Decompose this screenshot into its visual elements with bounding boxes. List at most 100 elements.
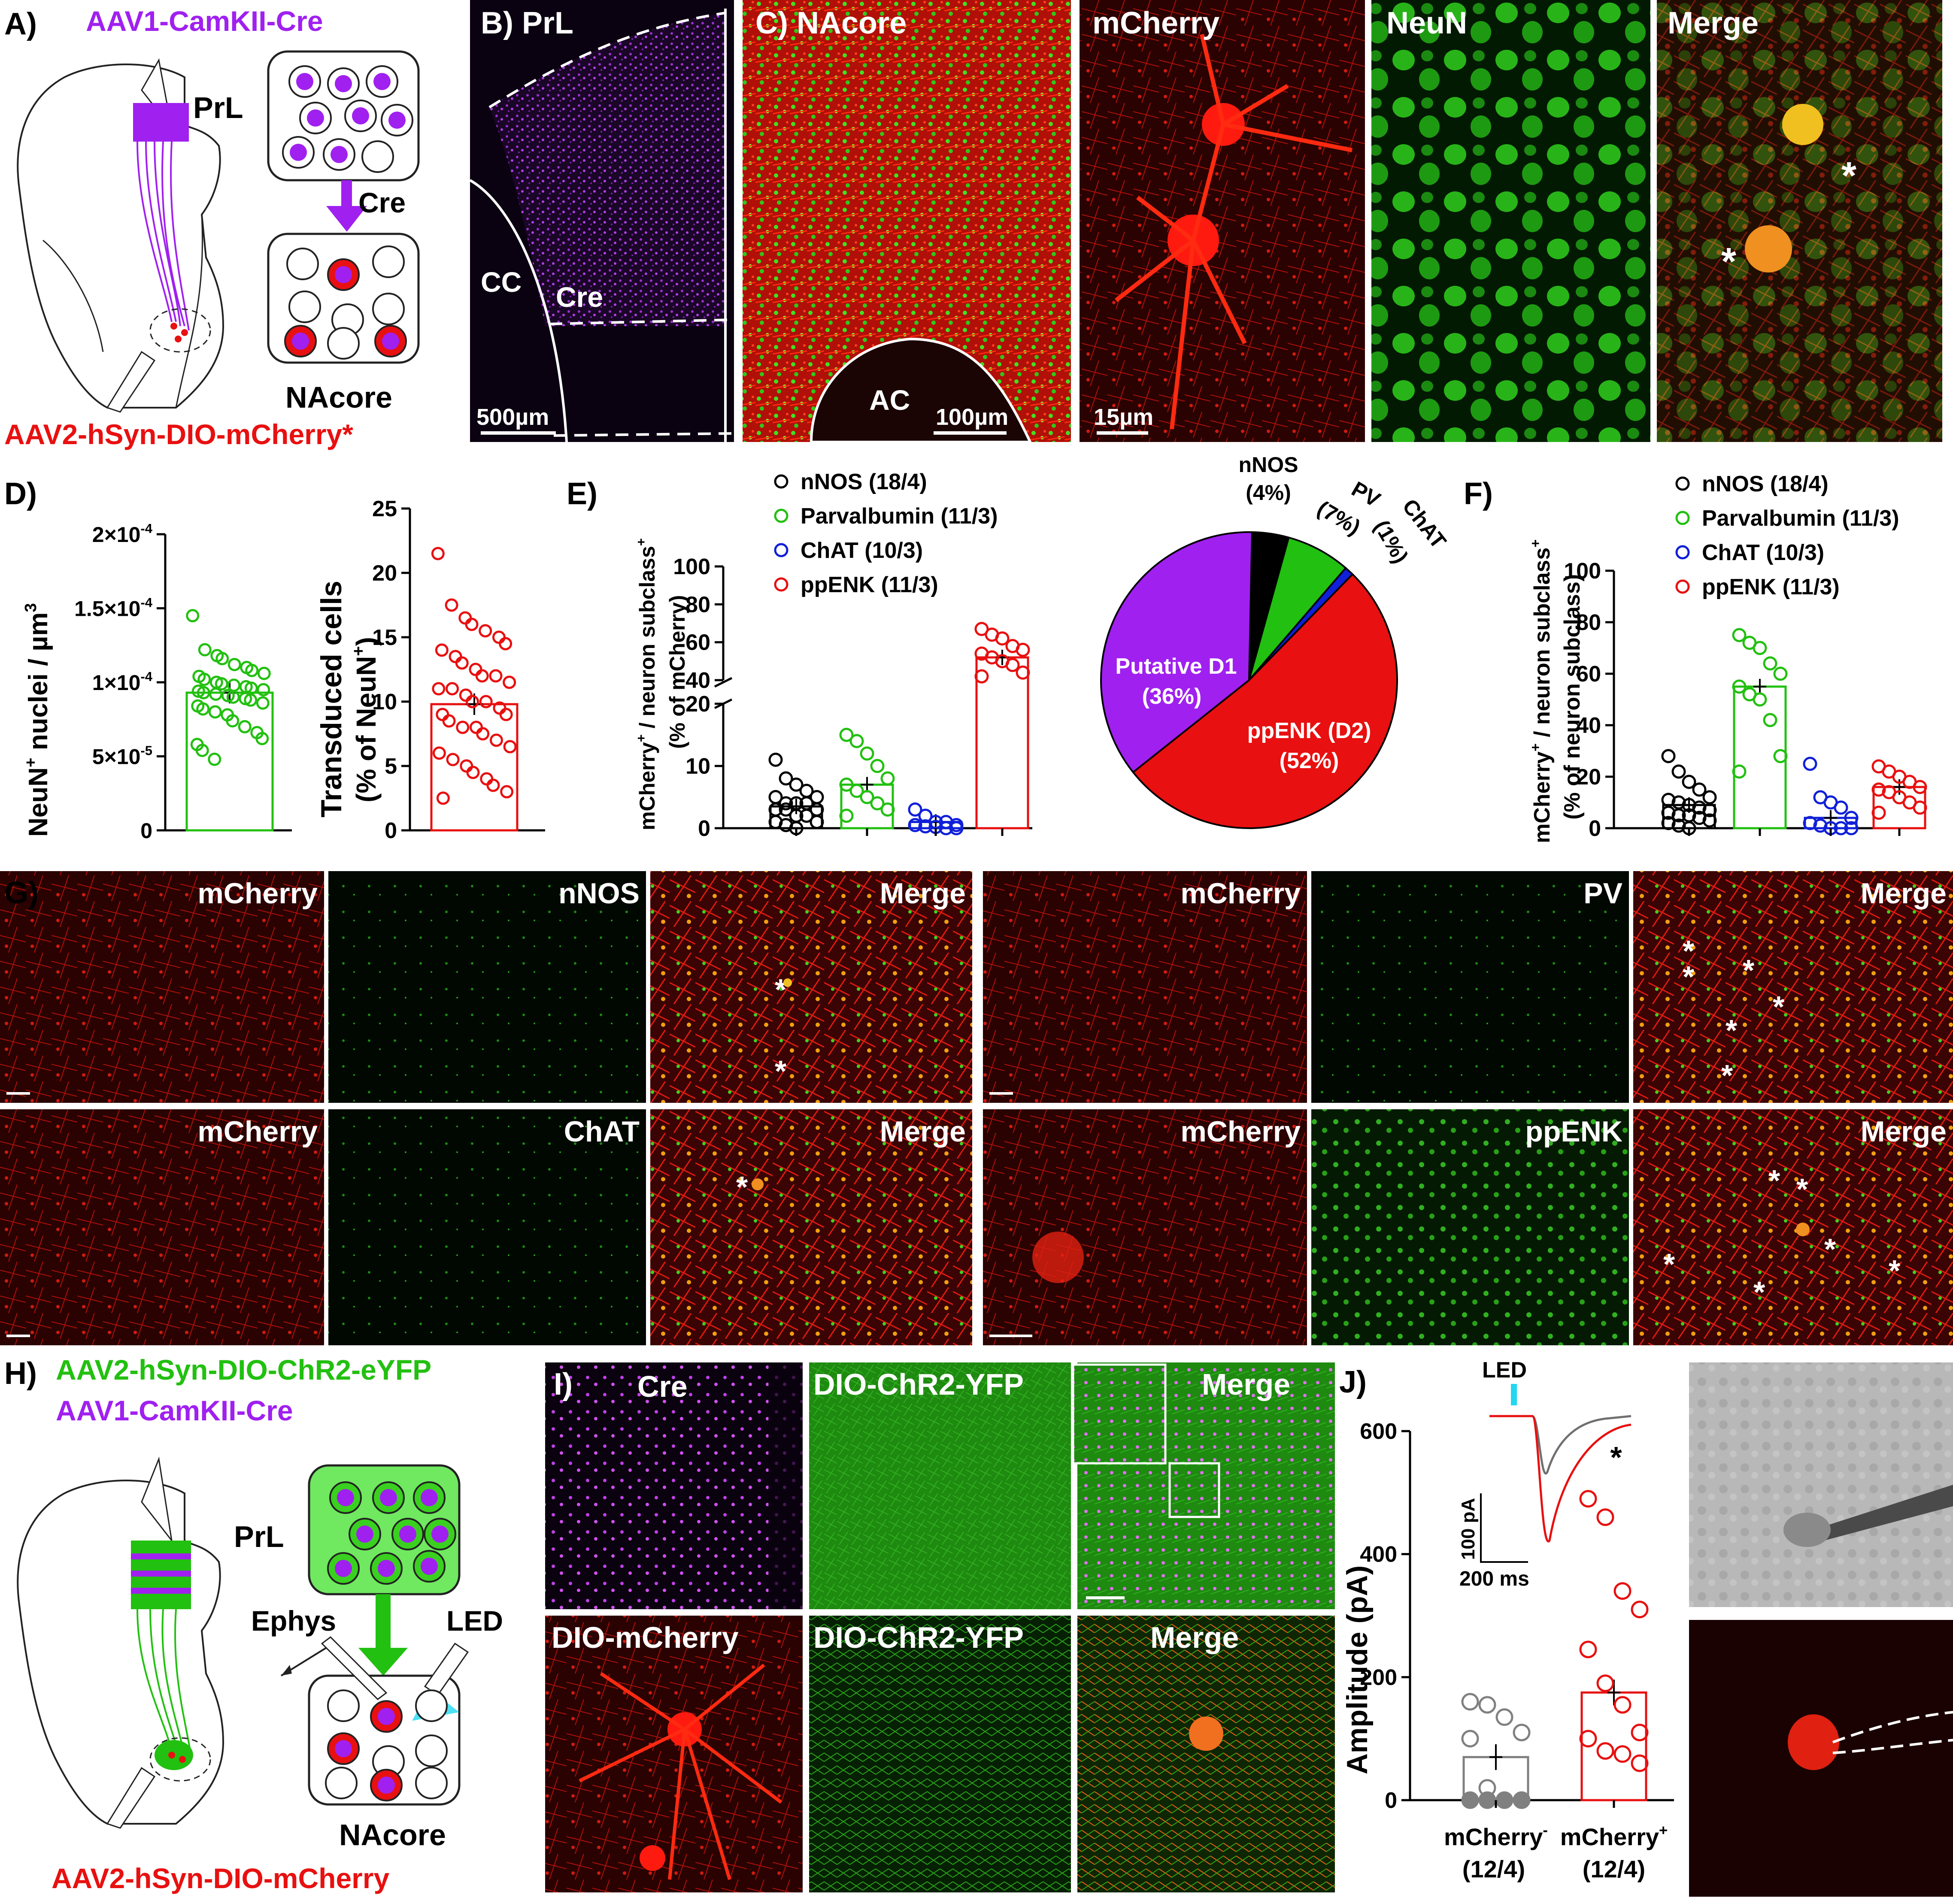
data-point	[810, 815, 824, 829]
injection-needle-bottom-a	[106, 351, 156, 413]
data-point	[799, 808, 814, 823]
dic-image	[1689, 1362, 1953, 1607]
legend-f: nNOS (18/4) Parvalbumin (11/3) ChAT (10/3)…	[1675, 472, 1899, 599]
y-tick-label: 0	[698, 816, 710, 841]
scale-label-c: 100µm	[936, 404, 1008, 430]
y-tick-label: 0	[1589, 816, 1601, 841]
data-point	[226, 714, 240, 728]
neun-label: NeuN	[1386, 6, 1467, 40]
g-micrograph	[983, 871, 1307, 1103]
y-tick-label-part: -5	[140, 743, 152, 758]
data-point	[779, 771, 793, 786]
g-micrograph-label: mCherry	[1180, 1115, 1301, 1148]
cell-dot	[170, 323, 177, 330]
g-micrograph	[1633, 871, 1953, 1103]
g-scale-bar	[989, 1335, 1032, 1337]
panel-f-letter: F)	[1464, 477, 1493, 511]
data-point	[446, 753, 460, 766]
data-point	[1834, 821, 1848, 835]
data-point	[465, 618, 479, 631]
cell-body	[415, 1734, 448, 1767]
led-label-j: LED	[1482, 1358, 1527, 1383]
data-point	[949, 821, 964, 835]
data-point	[432, 682, 446, 696]
asterisk: *	[1773, 990, 1785, 1023]
g-micrograph	[983, 1109, 1307, 1345]
g-micrograph-label: mCherry	[1180, 877, 1301, 910]
y-axis-label-part: mCherry	[1530, 751, 1555, 843]
stripe	[131, 1571, 191, 1577]
cell-nucleus	[382, 333, 399, 350]
data-point	[503, 740, 517, 754]
cell-body	[286, 248, 319, 280]
mcherry-label: mCherry	[1092, 6, 1219, 40]
panel-a-letter: A)	[4, 7, 37, 41]
g-micrograph	[1633, 1109, 1953, 1345]
y-tick-label: 20	[372, 561, 397, 586]
data-point	[499, 708, 513, 721]
panel-a-prl-label: PrL	[193, 91, 243, 124]
data-point	[1763, 713, 1777, 727]
y-axis-label-part: / neuron subclass	[635, 546, 659, 734]
projection-fibers-h	[136, 1609, 192, 1756]
merge-inset	[1072, 1363, 1167, 1465]
trace-mcherry-neg	[1489, 1415, 1632, 1475]
recording-pipette	[321, 1636, 388, 1700]
data-point	[466, 695, 479, 708]
data-point	[995, 631, 1010, 646]
legend-label: ppENK (11/3)	[801, 572, 938, 597]
y-axis-label-part: +	[1528, 539, 1543, 548]
chart-d-right: 0 5 10 15 20 25 Transduced cells (% of NeuN+)	[315, 496, 545, 843]
data-point	[779, 802, 793, 817]
asterisk: *	[1683, 960, 1695, 993]
g-micrograph-label: ppENK	[1525, 1115, 1622, 1148]
data-point	[1913, 780, 1927, 794]
cre-micrograph-edge	[768, 1362, 803, 1609]
g-micrograph-label: Merge	[1861, 877, 1947, 910]
cell-nucleus	[380, 1489, 397, 1506]
cre-arrow-label: Cre	[358, 187, 406, 218]
data-point	[1702, 813, 1717, 828]
data-point	[455, 656, 469, 670]
y-tick-label: 100	[673, 554, 710, 579]
cell-nucleus	[378, 1708, 395, 1725]
merge-inset-region	[1168, 1462, 1220, 1518]
cell-dot	[168, 1752, 175, 1759]
asterisk: *	[775, 973, 787, 1006]
panel-a: A) AAV1-CamKII-Cre PrL Cre NAcore AAV2-h…	[4, 5, 420, 450]
ppenk-cluster	[1032, 1232, 1084, 1283]
y-axis-label: mCherry+ / neuron subclass+	[634, 538, 659, 830]
cell-body	[415, 1689, 448, 1722]
y-tick-label: 40	[1576, 713, 1601, 738]
data-point	[1016, 665, 1030, 680]
data-point	[456, 720, 470, 734]
data-point	[880, 771, 895, 786]
anterior-commissure	[810, 337, 1032, 443]
y-tick-label-part: 1.5×10	[74, 597, 140, 621]
g-scale-bar	[6, 1335, 30, 1337]
g-micrograph-label: nNOS	[558, 877, 640, 910]
y-axis-label-part: / neuron subclass	[1530, 548, 1555, 744]
data-point	[1671, 808, 1686, 823]
g-micrograph	[0, 871, 324, 1103]
g-micrograph-label: ChAT	[564, 1115, 640, 1148]
panel-b: B) PrL CC Cre 500µm	[469, 0, 734, 442]
data-point	[197, 686, 210, 699]
data-point	[500, 785, 514, 799]
data-point	[974, 622, 989, 636]
cell-nucleus	[421, 1489, 438, 1506]
y-tick-label: 25	[372, 496, 397, 521]
panel-g-micrographs: mCherry nNOS Merge mCherry PV Merge mCherry ChA…	[0, 871, 1953, 1345]
data-point	[839, 728, 854, 742]
data-point	[880, 802, 895, 817]
data-point	[1773, 666, 1788, 681]
cell-nucleus	[352, 107, 369, 124]
cell-body	[372, 293, 405, 325]
cell-nucleus	[335, 1740, 352, 1757]
data-point	[1661, 749, 1676, 763]
data-point	[1016, 642, 1030, 657]
data-point	[436, 791, 450, 805]
data-point	[480, 772, 494, 786]
legend-label: ppENK (11/3)	[1702, 575, 1840, 599]
